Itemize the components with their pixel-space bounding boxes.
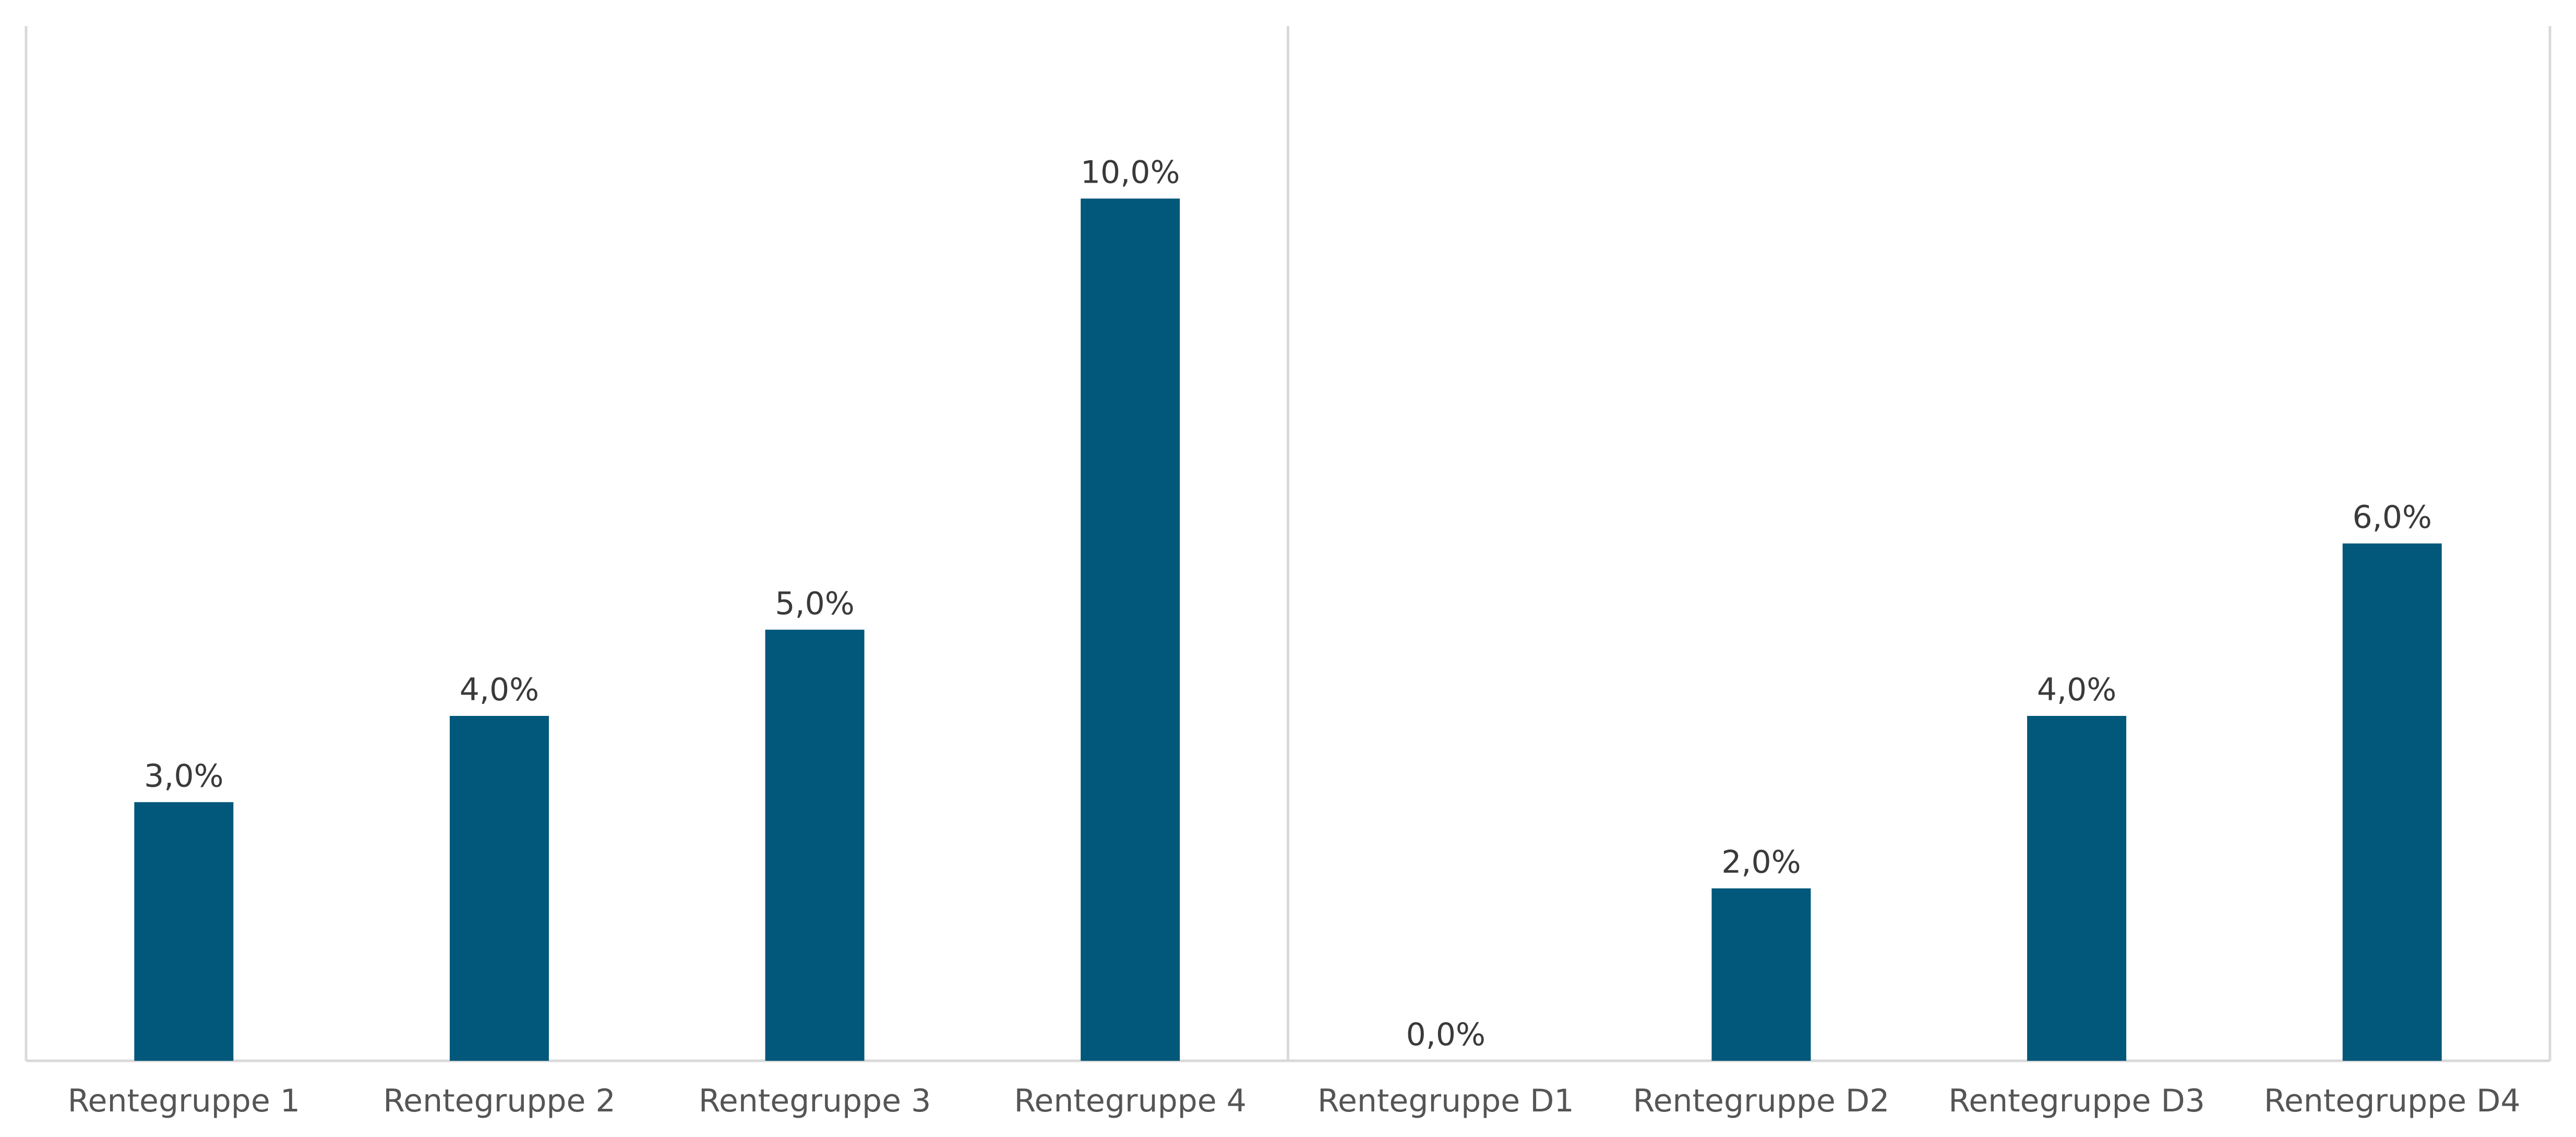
x-tick-label-8: Rentegruppe D4 — [2264, 1083, 2521, 1119]
data-label-3: 5,0% — [775, 585, 854, 622]
bar-8 — [2342, 543, 2442, 1061]
bars-layer — [134, 198, 2442, 1061]
data-label-1: 3,0% — [144, 758, 223, 794]
data-label-7: 4,0% — [2037, 672, 2116, 708]
data-label-4: 10,0% — [1081, 154, 1180, 191]
bar-4 — [1081, 198, 1180, 1061]
bar-6 — [1711, 888, 1811, 1061]
value-labels-layer: 3,0% 4,0% 5,0% 10,0% 0,0% 2,0% 4,0% 6,0% — [144, 154, 2432, 1054]
x-tick-label-1: Rentegruppe 1 — [68, 1083, 301, 1119]
bar-7 — [2027, 716, 2127, 1061]
bar-2 — [449, 716, 549, 1061]
data-label-2: 4,0% — [460, 672, 539, 708]
x-tick-label-3: Rentegruppe 3 — [699, 1083, 931, 1119]
x-tick-labels: Rentegruppe 1 Rentegruppe 2 Rentegruppe 3 R… — [68, 1083, 2521, 1119]
x-tick-label-7: Rentegruppe D3 — [1948, 1083, 2205, 1119]
x-tick-label-2: Rentegruppe 2 — [383, 1083, 616, 1119]
bar-1 — [134, 802, 234, 1061]
data-label-5: 0,0% — [1406, 1016, 1485, 1053]
x-tick-label-5: Rentegruppe D1 — [1317, 1083, 1574, 1119]
x-tick-label-6: Rentegruppe D2 — [1633, 1083, 1890, 1119]
x-tick-label-4: Rentegruppe 4 — [1014, 1083, 1247, 1119]
data-label-6: 2,0% — [1721, 844, 1801, 881]
bar-3 — [765, 629, 865, 1061]
plot-frame — [25, 26, 2551, 1062]
data-label-8: 6,0% — [2352, 499, 2431, 536]
